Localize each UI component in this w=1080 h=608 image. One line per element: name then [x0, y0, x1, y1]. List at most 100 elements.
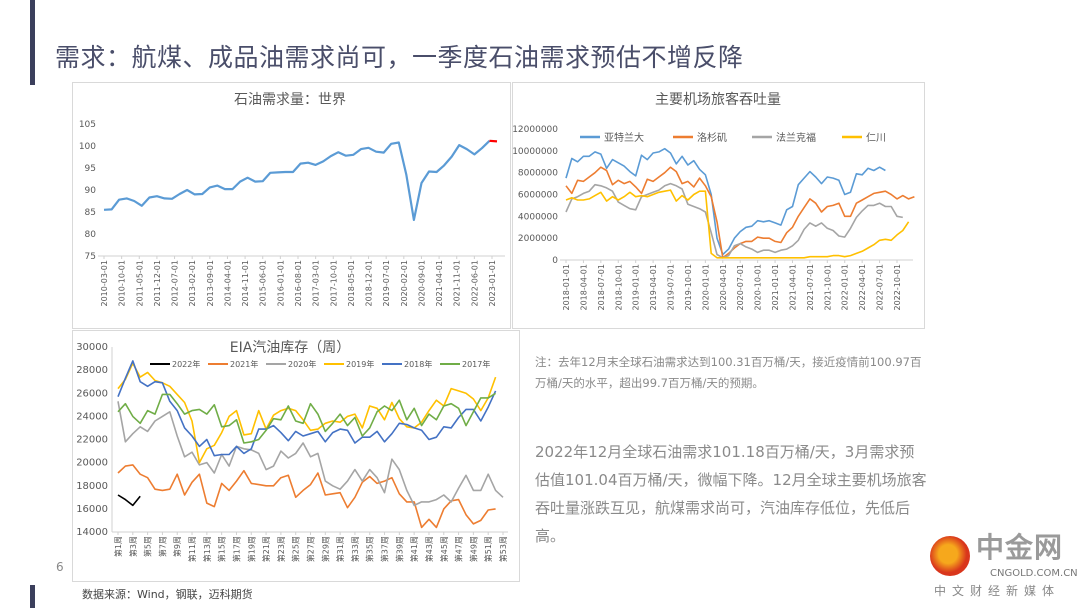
x-tick-label: 2019-07-01	[382, 260, 391, 307]
x-tick-label: 第15周	[217, 536, 227, 562]
series-line-3	[565, 189, 910, 259]
x-tick-label: 2018-07-01	[597, 264, 606, 311]
series-line-3	[117, 362, 497, 464]
accent-bar-top	[30, 0, 35, 85]
legend-label: 2019年	[346, 359, 374, 369]
x-tick-label: 2016-08-01	[294, 260, 303, 307]
x-tick-label: 2019-04-01	[649, 264, 658, 311]
page-number: 6	[56, 560, 64, 574]
x-tick-label: 第1周	[113, 536, 123, 557]
y-tick-label: 75	[85, 252, 96, 262]
x-tick-label: 2011-12-01	[153, 260, 162, 307]
logo-slogan: 中文财经新媒体	[934, 584, 1061, 598]
x-tick-label: 第49周	[468, 536, 478, 562]
y-tick-label: 6000000	[518, 191, 558, 201]
chart-0: 石油需求量：世界 75 80 85 90 95 100 105 2010-03-01 2010-1…	[79, 92, 505, 307]
x-tick-label: 2016-01-01	[276, 260, 285, 307]
x-tick-label: 2018-10-01	[614, 264, 623, 311]
series-line-4	[117, 360, 497, 457]
y-tick-label: 28000	[76, 365, 108, 376]
x-tick-label: 第19周	[246, 536, 256, 562]
chart-1: 主要机场旅客吞吐量 0 2000000 4000000 6000000 8000000 10…	[512, 91, 915, 311]
x-tick-label: 第29周	[320, 536, 330, 562]
y-tick-label: 105	[79, 120, 96, 130]
y-tick-label: 26000	[76, 388, 108, 399]
x-tick-label: 2017-10-01	[329, 260, 338, 307]
chart-eia-gasoline-stocks	[72, 330, 520, 582]
x-tick-label: 2018-04-01	[579, 264, 588, 311]
series-line-1	[117, 464, 496, 529]
x-tick-label: 2020-04-01	[719, 264, 728, 311]
x-tick-label: 第43周	[424, 536, 434, 562]
y-tick-label: 16000	[76, 504, 108, 515]
series-line-0	[117, 494, 141, 507]
x-tick-label: 2018-12-01	[365, 260, 374, 307]
series-line-2	[565, 182, 903, 259]
x-tick-label: 2020-01-01	[701, 264, 710, 311]
x-tick-label: 第53周	[498, 536, 508, 562]
series-line-2	[117, 401, 504, 507]
x-tick-label: 2010-03-01	[100, 260, 109, 307]
series-line-5	[117, 392, 497, 444]
x-tick-label: 第47周	[454, 536, 464, 562]
x-tick-label: 2017-03-01	[312, 260, 321, 307]
legend-label: 2020年	[288, 359, 316, 369]
summary-text: 2022年12月全球石油需求101.18百万桶/天，3月需求预估值101.04百…	[535, 443, 927, 545]
x-tick-label: 第41周	[409, 536, 419, 562]
y-tick-label: 14000	[76, 527, 108, 538]
x-tick-label: 2019-10-01	[684, 264, 693, 311]
x-tick-label: 第37周	[380, 536, 390, 562]
legend-label: 洛杉矶	[697, 131, 727, 144]
x-tick-label: 2021-07-01	[806, 264, 815, 311]
x-tick-label: 第23周	[276, 536, 286, 562]
x-tick-label: 2015-06-01	[259, 260, 268, 307]
x-tick-label: 2018-05-01	[347, 260, 356, 307]
chart-title: 主要机场旅客吞吐量	[655, 91, 781, 108]
legend-label: 法兰克福	[776, 131, 816, 144]
x-tick-label: 第5周	[143, 536, 153, 557]
x-tick-label: 2019-01-01	[632, 264, 641, 311]
x-tick-label: 第51周	[483, 536, 493, 562]
y-tick-label: 0	[552, 256, 558, 266]
y-tick-label: 18000	[76, 481, 108, 492]
x-tick-label: 第3周	[128, 536, 138, 557]
x-tick-label: 2022-07-01	[876, 264, 885, 311]
logo-name: 中金网	[976, 531, 1064, 564]
x-tick-label: 2021-11-01	[453, 260, 462, 307]
x-tick-label: 2022-01-01	[841, 264, 850, 311]
x-tick-label: 第31周	[335, 536, 345, 562]
y-tick-label: 95	[85, 164, 96, 174]
x-tick-label: 2019-07-01	[667, 264, 676, 311]
x-tick-label: 2018-01-01	[562, 264, 571, 311]
y-tick-label: 22000	[76, 435, 108, 446]
x-tick-label: 第7周	[157, 536, 167, 557]
y-tick-label: 80	[85, 230, 97, 240]
y-tick-label: 100	[79, 142, 96, 152]
chart-title: EIA汽油库存（周）	[230, 340, 351, 356]
x-tick-label: 2021-01-01	[771, 264, 780, 311]
x-tick-label: 2022-06-01	[470, 260, 479, 307]
chart-title: 石油需求量：世界	[234, 92, 346, 108]
legend-label: 2017年	[462, 359, 490, 369]
y-tick-label: 20000	[76, 458, 108, 469]
x-tick-label: 2010-10-01	[118, 260, 127, 307]
y-tick-label: 4000000	[518, 212, 558, 222]
x-tick-label: 2021-04-01	[435, 260, 444, 307]
x-tick-label: 第17周	[231, 536, 241, 562]
x-tick-label: 第25周	[291, 536, 301, 562]
data-source: 数据来源：Wind，钢联，迈科期货	[82, 588, 253, 601]
chart-world-oil-demand	[72, 82, 511, 329]
x-tick-label: 2013-09-01	[206, 260, 215, 307]
x-tick-label: 2021-04-01	[788, 264, 797, 311]
x-tick-label: 2013-02-01	[188, 260, 197, 307]
x-tick-label: 2014-04-01	[223, 260, 232, 307]
x-tick-label: 第13周	[202, 536, 212, 562]
y-tick-label: 12000000	[512, 125, 558, 135]
legend-label: 2021年	[230, 359, 258, 369]
x-tick-label: 2021-10-01	[823, 264, 832, 311]
legend-label: 2022年	[172, 359, 200, 369]
y-tick-label: 2000000	[518, 234, 558, 244]
x-tick-label: 2020-02-01	[400, 260, 409, 307]
x-tick-label: 2020-09-01	[417, 260, 426, 307]
series-line-0	[565, 147, 886, 256]
